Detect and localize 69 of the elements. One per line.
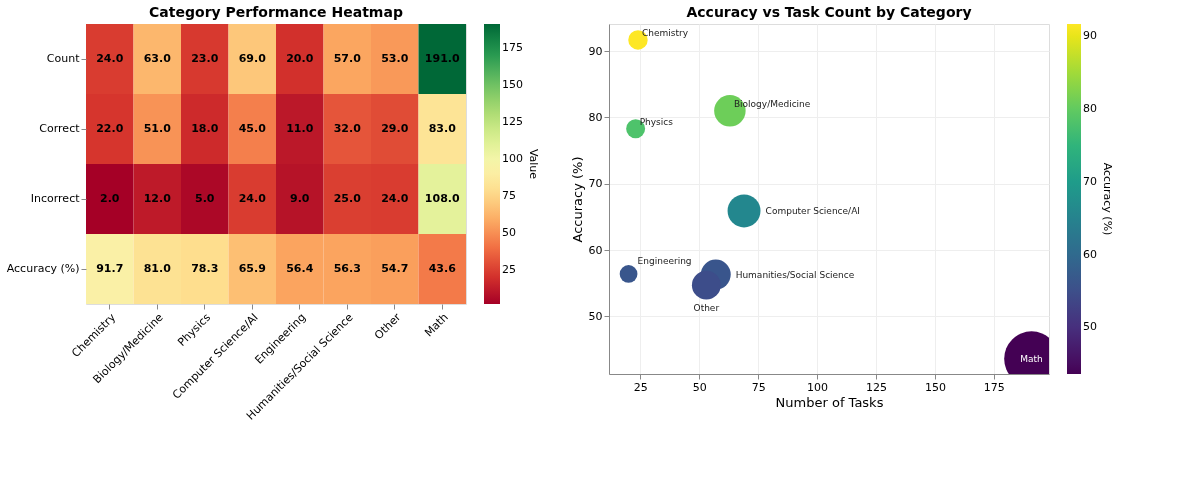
data-label: 53.0: [381, 52, 409, 65]
data-label: 2.0: [100, 192, 120, 205]
data-label: 81.0: [143, 262, 172, 275]
annotation: Chemistry: [641, 27, 689, 38]
data-label: 57.0: [333, 52, 362, 65]
data-label: 65.9: [238, 262, 266, 275]
color-bar-label: 75: [502, 188, 516, 202]
annotation: Computer Science/AI: [765, 205, 860, 216]
color-bar-label: 25: [502, 262, 516, 276]
data-label: 91.7: [96, 262, 124, 275]
y-tick-label: 70: [588, 177, 603, 191]
data-label: 24.0: [96, 52, 124, 65]
chart-title: Category Performance Heatmap: [149, 4, 403, 20]
data-label: 45.0: [238, 122, 267, 135]
color-bar-label: 125: [502, 114, 523, 128]
y-tick-label: Accuracy (%): [6, 262, 80, 275]
color-bar-label: 175: [502, 40, 523, 54]
y-tick-label: Incorrect: [30, 192, 81, 205]
annotation: Other: [693, 303, 720, 314]
data-label: 56.4: [286, 262, 314, 275]
data-label: 43.6: [428, 262, 457, 275]
data-label: 20.0: [286, 52, 314, 65]
data-label: 5.0: [195, 192, 215, 205]
x-tick-label: 150: [924, 380, 946, 394]
data-label: 108.0: [424, 192, 460, 205]
data-label: 56.3: [333, 262, 361, 275]
y-tick-label: 90: [588, 44, 603, 58]
annotation: Physics: [639, 116, 674, 127]
data-label: 29.0: [381, 122, 409, 135]
color-bar-label: 70: [1083, 174, 1097, 188]
x-tick-label: 75: [751, 380, 766, 394]
data-label: 23.0: [191, 52, 219, 65]
data-label: 9.0: [290, 192, 310, 205]
data-label: 22.0: [96, 122, 124, 135]
color-bar-label: 50: [502, 225, 516, 239]
data-label: 78.3: [191, 262, 219, 275]
y-tick-label: Count: [46, 52, 81, 65]
y-tick-label: 60: [588, 243, 603, 257]
color-bar-label: 100: [502, 151, 523, 165]
data-label: 191.0: [424, 52, 460, 65]
x-axis-title: Number of Tasks: [775, 394, 884, 410]
data-label: 51.0: [143, 122, 172, 135]
data-label: 24.0: [238, 192, 267, 205]
x-tick-label: 25: [633, 380, 648, 394]
color-bar-label: 150: [502, 77, 523, 91]
color-bar-label: 60: [1083, 247, 1097, 261]
data-label: 12.0: [143, 192, 172, 205]
x-tick-label: 100: [807, 380, 829, 394]
data-label: 24.0: [381, 192, 409, 205]
color-bar-title: Accuracy (%): [1101, 162, 1114, 236]
x-tick-label: 125: [866, 380, 888, 394]
annotation: Humanities/Social Science: [735, 269, 855, 280]
data-label: 54.7: [381, 262, 409, 275]
data-label: 11.0: [286, 122, 314, 135]
color-bar-title: Value: [527, 148, 540, 180]
x-tick-label: 50: [692, 380, 707, 394]
data-label: 83.0: [428, 122, 457, 135]
chart-title: Accuracy vs Task Count by Category: [686, 4, 972, 20]
data-label: 25.0: [333, 192, 362, 205]
data-label: 69.0: [238, 52, 267, 65]
x-tick-label: 175: [983, 380, 1005, 394]
y-tick-label: 80: [588, 110, 603, 124]
data-label: 32.0: [333, 122, 362, 135]
color-bar-label: 90: [1083, 29, 1097, 43]
data-label: 63.0: [143, 52, 172, 65]
annotation: Engineering: [637, 255, 692, 266]
data-label: 18.0: [191, 122, 219, 135]
y-tick-label: Correct: [39, 122, 81, 135]
color-bar-label: 80: [1083, 102, 1097, 116]
